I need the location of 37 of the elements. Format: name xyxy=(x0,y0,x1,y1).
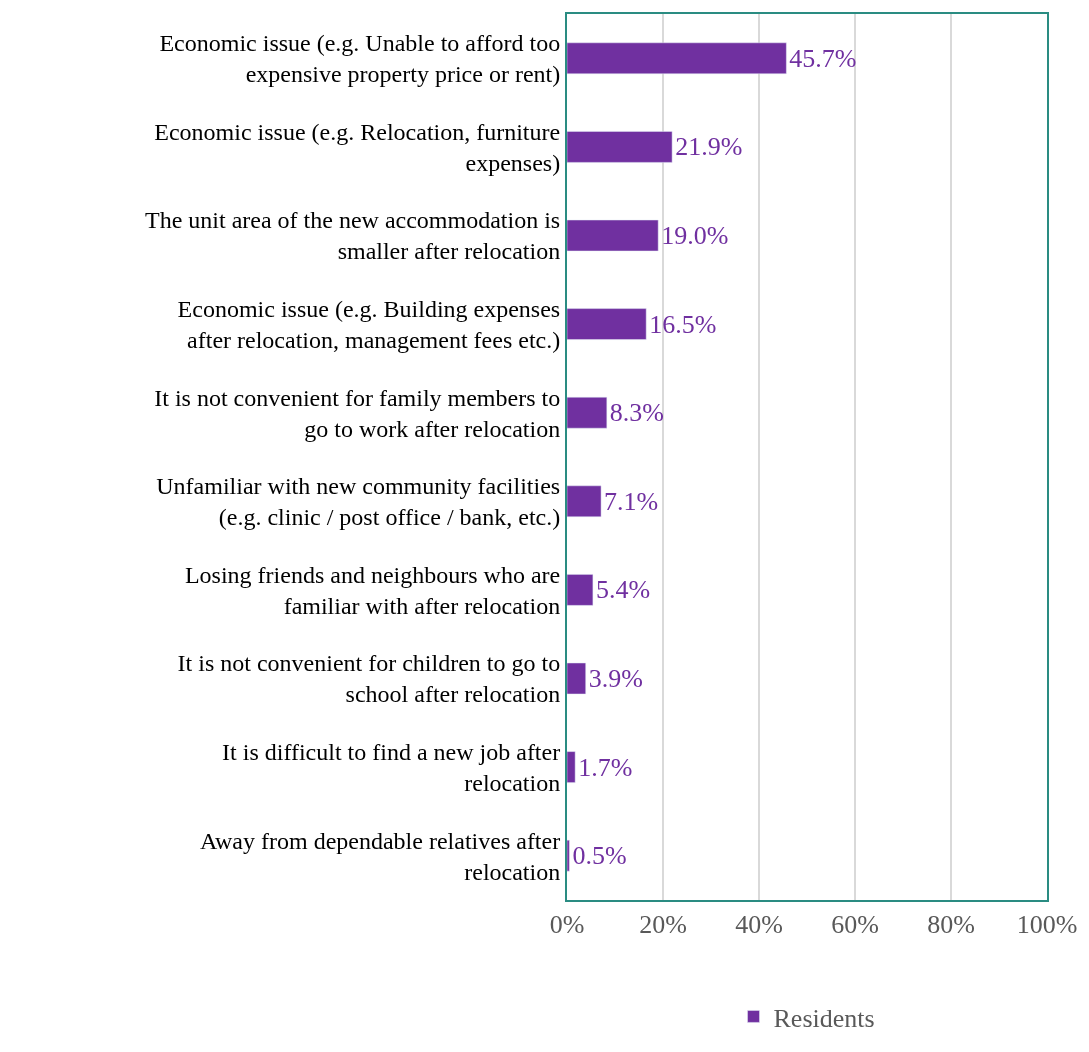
bar xyxy=(567,131,673,163)
bar xyxy=(567,485,602,518)
y-tick-label: Away from dependable relatives after relocation xyxy=(199,827,561,885)
data-label: 0.5% xyxy=(572,841,627,871)
y-tick-label: Economic issue (e.g. Building expenses after relocation, management fees etc.) xyxy=(177,295,561,354)
bar xyxy=(567,839,570,872)
bar xyxy=(567,219,659,252)
data-label: 16.5% xyxy=(649,309,717,339)
x-tick-label: 20% xyxy=(639,910,687,940)
legend-label: Residents xyxy=(773,1003,875,1033)
data-label: 45.7% xyxy=(789,43,857,73)
y-tick-label: It is difficult to find a new job after relocation xyxy=(222,738,561,797)
y-tick-label: It is not convenient for children to go to school after relocation xyxy=(177,650,561,708)
y-tick-label: It is not convenient for family members to go to work after relocation xyxy=(154,384,561,442)
x-tick-label: 80% xyxy=(927,910,975,940)
bar xyxy=(567,751,576,783)
bar xyxy=(567,662,586,695)
y-tick-label: Economic issue (e.g. Unable to afford too expensive property price or rent) xyxy=(159,30,561,88)
data-label: 3.9% xyxy=(588,663,643,693)
y-tick-label: Unfamiliar with new community facilities (e.g. clinic / post office / bank, etc.) xyxy=(156,473,561,531)
y-tick-label: Economic issue (e.g. Relocation, furniture expenses) xyxy=(154,118,561,176)
data-label: 8.3% xyxy=(609,398,665,428)
bar xyxy=(567,42,787,75)
y-tick-label: Losing friends and neighbours who are familiar with after relocation xyxy=(184,561,561,619)
bar xyxy=(567,574,594,606)
data-label: 5.4% xyxy=(595,575,651,605)
bar xyxy=(567,396,608,429)
data-label: 19.0% xyxy=(661,221,729,251)
x-tick-label: 40% xyxy=(735,910,783,940)
x-tick-label: 0% xyxy=(549,910,585,940)
data-label: 7.1% xyxy=(604,486,659,516)
bar xyxy=(567,308,647,340)
data-label: 21.9% xyxy=(675,132,743,162)
x-tick-label: 100% xyxy=(1016,910,1078,940)
data-label: 1.7% xyxy=(578,752,633,782)
y-tick-label: The unit area of the new accommodation is smaller after relocation xyxy=(145,207,561,265)
x-tick-label: 60% xyxy=(831,910,879,940)
